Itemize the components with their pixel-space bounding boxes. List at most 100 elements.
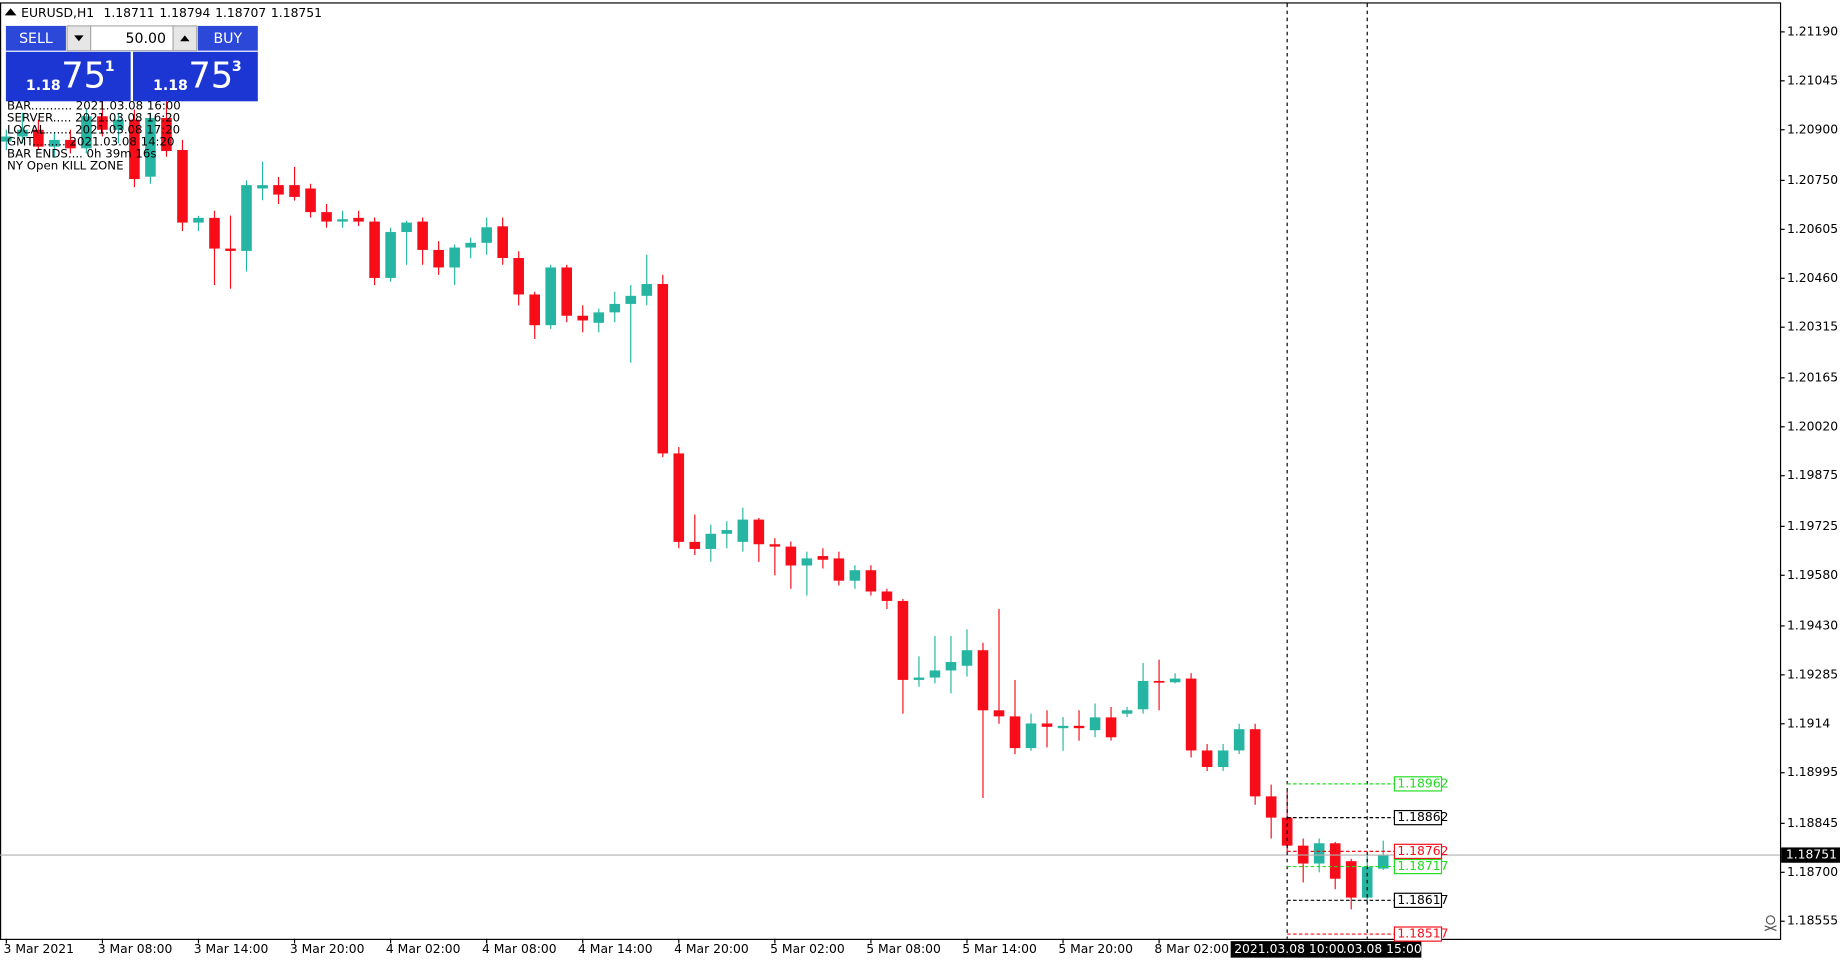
chart-header: EURUSD,H1 1.18711 1.18794 1.18707 1.18751 [21,5,322,19]
info-line: BAR........... 2021.03.08 16:00 [7,99,181,113]
y-tick-label: 1.21045 [1787,73,1838,87]
candle-body [849,570,861,581]
candle-body [481,227,492,243]
y-tick-label: 1.19580 [1787,568,1838,582]
candle-body [385,232,396,278]
candle-body [465,242,476,248]
candle-body [417,221,428,250]
x-tick-label: 5 Mar 14:00 [962,942,1037,956]
sell-button[interactable] [5,25,66,51]
candle-body [497,226,508,259]
candle-body [929,670,941,678]
candle-body [769,544,781,547]
candle-body [529,294,540,326]
candle-body [865,570,877,592]
buy-label: BUY [213,31,242,47]
candle-body [833,558,845,581]
candle-body [1345,861,1357,898]
y-tick-label: 1.1914 [1787,716,1830,730]
info-line: GMT......... 2021.03.08 14:20 [7,135,174,149]
collapse-icon[interactable] [4,8,17,16]
candle-body [913,677,925,680]
candle-body [353,217,364,222]
candle-body [1,136,12,142]
marker-label-bg [1230,941,1422,958]
candle-body [17,129,28,137]
candle-body [257,185,268,189]
candle-body [193,217,204,223]
candle-body [1313,843,1325,864]
bid-point: 1 [105,59,115,75]
info-line: BAR ENDS.... 0h 39m 16s [7,147,156,161]
candle-body [1329,843,1341,879]
candle-body [433,249,444,268]
info-line: LOCAL....... 2021.03.08 17:20 [7,123,180,137]
x-tick-label: 8 Mar 02:00 [1154,942,1229,956]
candle-body [785,546,797,566]
candle-body [65,139,76,149]
candle-body [401,222,412,233]
y-tick-label: 1.20020 [1787,419,1838,433]
x-tick-label: 3 Mar 2021 [4,942,74,956]
x-tick-label: 5 Mar 20:00 [1058,942,1133,956]
volume-input[interactable] [90,25,174,52]
candle-body [1073,725,1085,729]
candle-body [1009,716,1021,749]
ask-big: 1.18 [153,78,188,94]
y-tick-label: 1.20605 [1787,222,1838,236]
y-tick-label: 1.21190 [1787,24,1838,38]
x-tick-label: 4 Mar 14:00 [578,942,653,956]
candle-body [545,267,557,326]
candle-body [449,247,460,268]
x-tick-label: 3 Mar 14:00 [194,942,269,956]
candle-body [177,150,188,223]
candle-body [673,453,685,542]
bid-big: 1.18 [26,78,61,94]
level-label: 1.18762 [1397,844,1448,858]
info-line: SERVER..... 2021.03.08 16:20 [7,111,180,125]
ask-box[interactable] [133,51,258,102]
buy-button[interactable] [197,25,258,51]
candle-body [1249,729,1261,797]
candle-body [273,185,284,195]
candle-body [305,188,316,213]
y-tick-label: 1.20750 [1787,173,1838,187]
bid-pips: 75 [61,56,106,97]
y-tick-label: 1.18700 [1787,865,1838,879]
y-tick-label: 1.20165 [1787,370,1838,384]
candle-body [737,519,749,542]
info-block: BAR........... 2021.03.08 16:00SERVER...… [7,99,181,173]
candle-body [113,119,124,130]
marker-label: ..03.08 15:00 [1339,942,1422,956]
bid-box[interactable] [5,51,131,102]
candle-body [609,303,621,313]
candle-body [593,312,605,323]
candles [1,96,1389,910]
x-tick-label: 3 Mar 08:00 [98,942,173,956]
header-open: 1.18711 [104,5,155,19]
ask-point: 3 [232,59,242,75]
candle-body [945,662,957,671]
level-label-bg [1393,809,1443,826]
candle-body [1201,750,1213,768]
candle-body [1265,796,1277,818]
candle-body [705,533,717,549]
y-tick-label: 1.20900 [1787,122,1838,136]
symbol: EURUSD,H1 [21,5,94,19]
ask-pips: 75 [188,56,233,97]
level-label: 1.18717 [1397,859,1448,873]
y-tick-label: 1.20460 [1787,271,1838,285]
candle-body [961,650,973,666]
info-line: NY Open KILL ZONE [7,159,123,173]
x-tick-label: 4 Mar 08:00 [482,942,557,956]
x-tick-label: 3 Mar 20:00 [290,942,365,956]
candle-body [1137,680,1149,710]
one-click-trading-panel: SELL 50.00 BUY 1.18 75 1 1.18 75 3 [5,25,258,102]
arrow-up [180,35,190,42]
level-label-bg [1393,858,1443,875]
candle-body [145,117,156,177]
candle-body [721,530,733,534]
candle-body [561,267,573,316]
candle-body [625,295,637,304]
